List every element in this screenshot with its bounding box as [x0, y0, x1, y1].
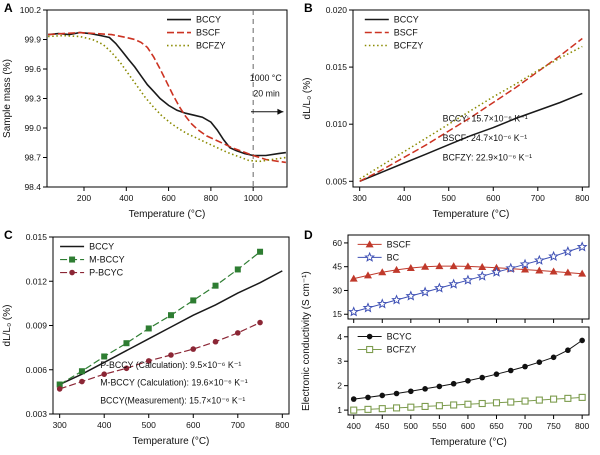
panel-c-label: C	[4, 228, 13, 242]
panel-c-expansion-chart: 300 400 500 600 700 800 0.003 0.006 0.009 0.012 0.…	[2, 232, 290, 447]
svg-text:300: 300	[353, 193, 367, 203]
svg-text:300: 300	[53, 420, 67, 430]
svg-text:0.020: 0.020	[326, 5, 348, 15]
svg-text:Temperature (°C): Temperature (°C)	[133, 436, 210, 447]
svg-text:100.2: 100.2	[20, 5, 42, 15]
svg-text:BSCF: BSCF	[196, 28, 221, 38]
svg-text:550: 550	[432, 421, 446, 431]
svg-text:99.9: 99.9	[24, 35, 41, 45]
svg-text:700: 700	[518, 421, 532, 431]
svg-text:99.6: 99.6	[24, 64, 41, 74]
svg-text:400: 400	[97, 420, 111, 430]
svg-text:BCFZY: 22.9×10⁻⁶ K⁻¹: BCFZY: 22.9×10⁻⁶ K⁻¹	[443, 152, 532, 162]
svg-text:BSCF: BSCF	[387, 239, 412, 249]
panel-c: C 300 400 500 600 700 800 0.003 0.006 0.009 0.012…	[0, 227, 300, 455]
svg-text:500: 500	[142, 420, 156, 430]
panel-d-top-conductivity-chart: 15 30 45 60 BSCF BC	[333, 234, 590, 323]
svg-text:P-BCYC: P-BCYC	[89, 268, 124, 278]
svg-text:400: 400	[347, 421, 361, 431]
panel-a-tga-chart: 200 400 600 800 1000 98.4 98.7 99.0 99.3 99.6 99.9…	[2, 5, 288, 220]
svg-text:dL/L₀ (%): dL/L₀ (%)	[2, 305, 13, 347]
svg-text:BSCF: BSCF	[394, 28, 419, 38]
svg-text:BCFZY: BCFZY	[394, 41, 424, 51]
svg-text:2: 2	[337, 381, 342, 391]
svg-text:600: 600	[186, 420, 200, 430]
panel-d-bottom-conductivity-chart: 400 450 500 550 600 650 700 750 800 1 2 3 4 Temperatu…	[337, 326, 590, 448]
svg-text:0.003: 0.003	[26, 409, 48, 419]
svg-text:800: 800	[575, 421, 589, 431]
svg-text:Temperature (°C): Temperature (°C)	[433, 209, 510, 220]
panel-b-label: B	[304, 1, 313, 15]
svg-text:800: 800	[575, 193, 589, 203]
svg-text:400: 400	[119, 193, 133, 203]
svg-text:BCCY(Measurement): 15.7×10⁻⁶ K: BCCY(Measurement): 15.7×10⁻⁶ K⁻¹	[100, 395, 245, 405]
panel-b: B 300 400 500 600 700 800 0.005 0.010 0.015 0.020…	[300, 0, 600, 227]
svg-text:500: 500	[404, 421, 418, 431]
svg-text:20 min: 20 min	[253, 89, 280, 99]
svg-text:3: 3	[337, 356, 342, 366]
svg-text:0.012: 0.012	[26, 276, 48, 286]
svg-text:M-BCCY (Calculation): 19.6×10⁻: M-BCCY (Calculation): 19.6×10⁻⁶ K⁻¹	[100, 378, 248, 388]
svg-text:0.015: 0.015	[26, 232, 48, 242]
svg-text:BCFZY: BCFZY	[196, 41, 226, 51]
svg-text:BCCY: BCCY	[394, 15, 419, 25]
svg-text:BCCY: 15.7×10⁻⁶ K⁻¹: BCCY: 15.7×10⁻⁶ K⁻¹	[443, 114, 528, 124]
panel-a: A 200 400 600 800 1000 98.4 98.7 99.0 99.3 99.6 99…	[0, 0, 300, 227]
svg-text:450: 450	[375, 421, 389, 431]
svg-text:99.0: 99.0	[24, 123, 41, 133]
panel-a-label: A	[4, 1, 13, 15]
svg-text:BSCF: 24.7×10⁻⁶ K⁻¹: BSCF: 24.7×10⁻⁶ K⁻¹	[443, 133, 528, 143]
svg-text:1000: 1000	[244, 193, 263, 203]
svg-text:0.005: 0.005	[326, 176, 348, 186]
svg-text:800: 800	[275, 420, 289, 430]
svg-text:45: 45	[333, 262, 343, 272]
svg-text:600: 600	[486, 193, 500, 203]
svg-text:98.4: 98.4	[24, 182, 41, 192]
svg-text:99.3: 99.3	[24, 94, 41, 104]
svg-text:Temperature (°C): Temperature (°C)	[430, 437, 507, 448]
svg-text:98.7: 98.7	[24, 153, 41, 163]
svg-text:BCCY: BCCY	[196, 15, 221, 25]
svg-text:0.006: 0.006	[26, 365, 48, 375]
svg-text:dL/L₀ (%): dL/L₀ (%)	[302, 78, 313, 120]
svg-text:15: 15	[333, 309, 343, 319]
svg-text:BCCY: BCCY	[89, 242, 114, 252]
svg-text:1000 °C: 1000 °C	[250, 73, 283, 83]
svg-text:700: 700	[231, 420, 245, 430]
svg-text:500: 500	[442, 193, 456, 203]
svg-text:P-BCCY (Calculation): 9.5×10⁻⁶: P-BCCY (Calculation): 9.5×10⁻⁶ K⁻¹	[100, 360, 241, 370]
svg-text:30: 30	[333, 285, 343, 295]
svg-text:800: 800	[204, 193, 218, 203]
svg-text:0.010: 0.010	[326, 119, 348, 129]
svg-text:M-BCCY: M-BCCY	[89, 255, 125, 265]
svg-text:700: 700	[531, 193, 545, 203]
svg-text:1: 1	[337, 405, 342, 415]
svg-text:60: 60	[333, 238, 343, 248]
panel-d-label: D	[304, 228, 313, 242]
svg-text:600: 600	[161, 193, 175, 203]
svg-text:400: 400	[397, 193, 411, 203]
svg-text:200: 200	[77, 193, 91, 203]
panel-d-charts: 15 30 45 60 BSCF BC 400 450 500 550 600 650 700 750 8…	[300, 227, 600, 455]
svg-text:0.009: 0.009	[26, 321, 48, 331]
svg-text:4: 4	[337, 332, 342, 342]
panel-b-dilatometry-chart: 300 400 500 600 700 800 0.005 0.010 0.015 0.020 Te…	[302, 5, 590, 220]
svg-text:750: 750	[546, 421, 560, 431]
svg-text:Sample mass (%): Sample mass (%)	[2, 59, 13, 138]
svg-text:650: 650	[489, 421, 503, 431]
svg-text:0.015: 0.015	[326, 62, 348, 72]
svg-text:BC: BC	[387, 252, 400, 262]
svg-text:BCYC: BCYC	[387, 332, 413, 342]
panel-d: D Electronic conductivity (S cm⁻¹) 15 30 4…	[300, 227, 600, 455]
svg-text:Temperature (°C): Temperature (°C)	[129, 209, 206, 220]
svg-text:BCFZY: BCFZY	[387, 345, 417, 355]
svg-text:600: 600	[461, 421, 475, 431]
